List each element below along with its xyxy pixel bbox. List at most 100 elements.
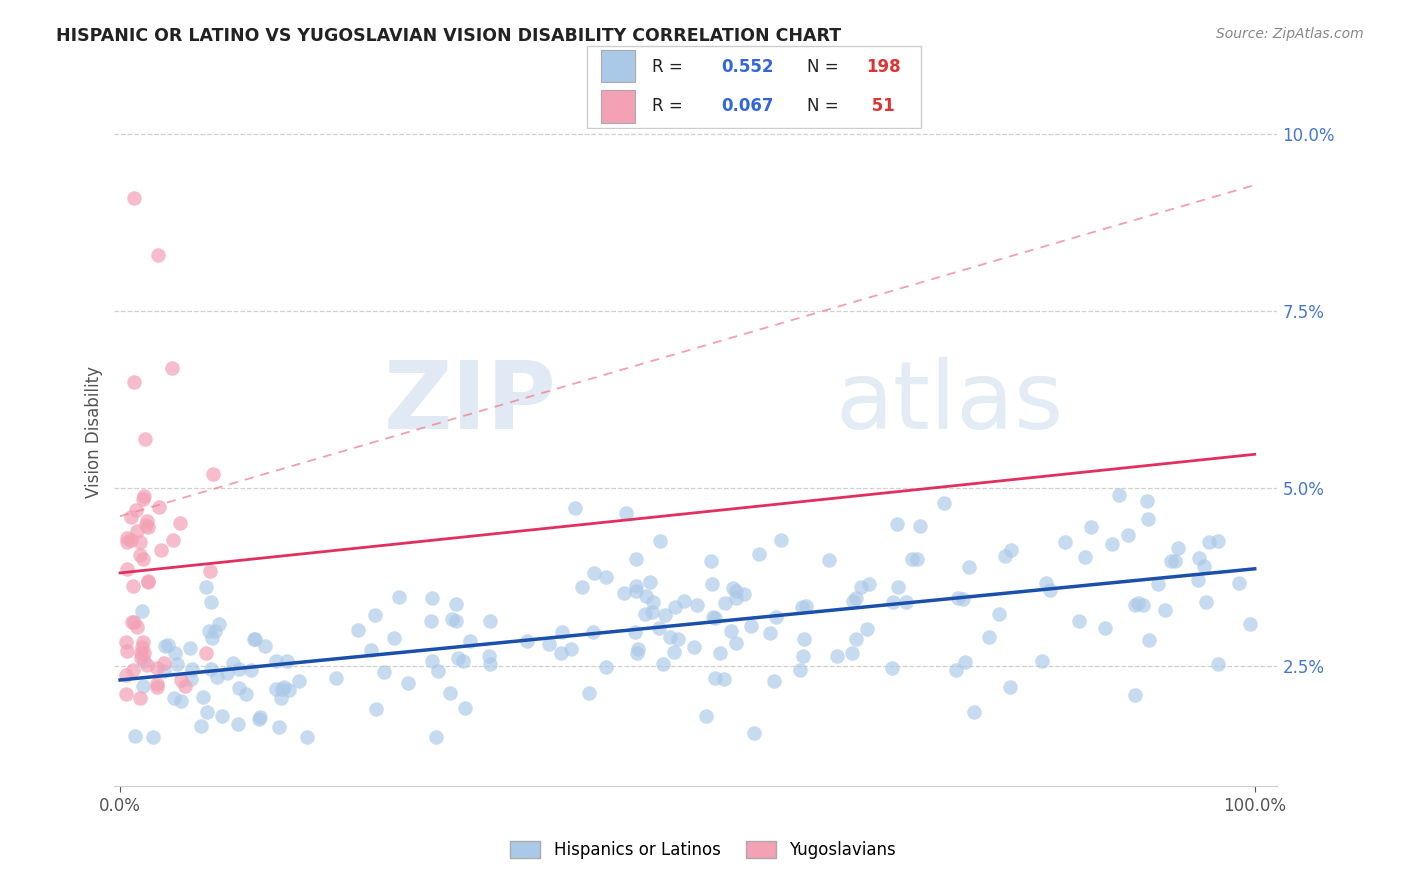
Point: [129, 548, 152, 562]
Point: [125, 524, 148, 538]
Point: [180, 673, 202, 687]
Text: 0.552: 0.552: [721, 58, 773, 76]
Point: [702, 609, 724, 624]
Point: [166, 657, 188, 672]
Point: [451, 654, 474, 668]
Point: [115, 531, 138, 545]
Point: [153, 664, 176, 678]
Point: [247, 712, 270, 726]
Point: [827, 649, 849, 664]
Point: [121, 579, 143, 593]
Point: [264, 654, 287, 668]
Point: [146, 680, 169, 694]
Point: [582, 625, 605, 640]
Point: [228, 681, 250, 695]
Point: [136, 574, 159, 589]
Point: [132, 680, 155, 694]
Point: [564, 501, 586, 516]
Legend: Hispanics or Latinos, Yugoslavians: Hispanics or Latinos, Yugoslavians: [503, 834, 903, 866]
Point: [673, 594, 696, 608]
Point: [195, 646, 218, 660]
Point: [683, 640, 706, 655]
Point: [132, 654, 155, 668]
Point: [201, 632, 224, 646]
Point: [699, 553, 721, 567]
Point: [396, 676, 419, 690]
Point: [115, 634, 138, 648]
Point: [200, 662, 222, 676]
Point: [765, 610, 787, 624]
Point: [264, 681, 287, 696]
Point: [129, 650, 152, 665]
Point: [447, 651, 470, 665]
Point: [146, 677, 169, 691]
Point: [174, 679, 197, 693]
Point: [516, 634, 538, 648]
Point: [165, 646, 187, 660]
Point: [127, 620, 149, 634]
Point: [740, 619, 762, 633]
Point: [1227, 576, 1250, 591]
Point: [946, 591, 969, 605]
Point: [360, 643, 382, 657]
Point: [763, 674, 786, 689]
Point: [120, 533, 142, 547]
Point: [115, 687, 138, 701]
Point: [115, 534, 138, 549]
Point: [723, 581, 745, 595]
Point: [1136, 512, 1159, 526]
Point: [641, 595, 664, 609]
Point: [1039, 583, 1062, 598]
Text: N =: N =: [807, 58, 844, 76]
Point: [373, 665, 395, 680]
Point: [1080, 520, 1102, 534]
Point: [270, 691, 292, 706]
Point: [720, 624, 742, 639]
Point: [253, 639, 276, 653]
Point: [624, 584, 647, 599]
Point: [908, 519, 931, 533]
Point: [135, 514, 157, 528]
Point: [441, 612, 464, 626]
Point: [1137, 633, 1160, 648]
Point: [627, 642, 650, 657]
Point: [122, 375, 145, 389]
Point: [115, 562, 138, 576]
Point: [1188, 551, 1211, 566]
Point: [194, 580, 217, 594]
Point: [695, 708, 717, 723]
Point: [841, 647, 863, 661]
Point: [713, 672, 735, 686]
Point: [235, 687, 257, 701]
Point: [882, 595, 904, 609]
Point: [905, 552, 928, 566]
Point: [446, 614, 468, 628]
Text: ZIP: ZIP: [384, 358, 557, 450]
Point: [146, 247, 169, 261]
Text: Source: ZipAtlas.com: Source: ZipAtlas.com: [1216, 27, 1364, 41]
Text: 51: 51: [866, 97, 894, 115]
Point: [624, 624, 647, 639]
Point: [1154, 603, 1177, 617]
Point: [420, 654, 443, 668]
Text: 0.067: 0.067: [721, 97, 773, 115]
Point: [150, 543, 173, 558]
Point: [1126, 596, 1149, 610]
Point: [453, 701, 475, 715]
Point: [124, 730, 146, 744]
Point: [901, 551, 924, 566]
Point: [1187, 574, 1209, 588]
Point: [242, 632, 264, 647]
Point: [759, 626, 782, 640]
Point: [136, 657, 159, 672]
Point: [945, 663, 967, 677]
Point: [170, 673, 193, 688]
Point: [226, 717, 249, 731]
Point: [138, 574, 160, 589]
Point: [551, 624, 574, 639]
Point: [195, 705, 218, 719]
Text: 198: 198: [866, 58, 901, 76]
Point: [724, 635, 747, 649]
Point: [714, 597, 737, 611]
Point: [215, 665, 238, 680]
